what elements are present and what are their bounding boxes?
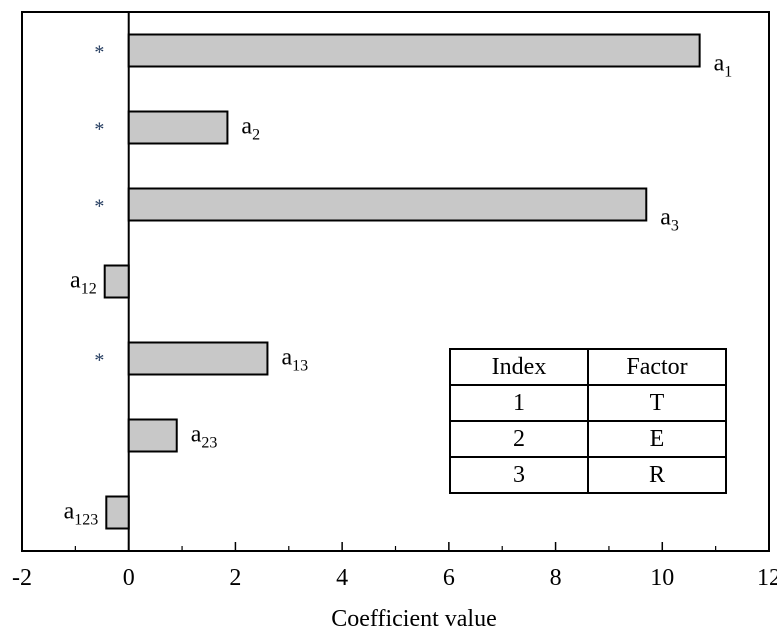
bar (127, 110, 229, 145)
bar-label: a23 (191, 422, 218, 452)
significance-star: * (94, 42, 104, 64)
x-tick-label: 12 (757, 565, 777, 591)
table-cell-index: 3 (449, 456, 589, 494)
table-cell-factor: T (587, 384, 727, 422)
x-tick-label: 2 (229, 565, 241, 591)
x-tick-label: 8 (550, 565, 562, 591)
table-cell-factor: R (587, 456, 727, 494)
table-cell-factor: E (587, 420, 727, 458)
bar-label: a123 (64, 499, 99, 529)
table-row: 2 E (449, 420, 727, 458)
bar-label: a3 (660, 205, 679, 235)
bar (127, 341, 269, 376)
x-tick-label: -2 (12, 565, 32, 591)
x-axis-title: Coefficient value (331, 606, 497, 632)
bar-label: a12 (70, 268, 97, 298)
x-tick-label: 6 (443, 565, 455, 591)
bar-label: a1 (714, 51, 733, 81)
bar (105, 495, 130, 530)
table-cell-index: 1 (449, 384, 589, 422)
x-tick-label: 10 (650, 565, 674, 591)
x-tick-label: 0 (123, 565, 135, 591)
table-header-factor: Factor (587, 348, 727, 386)
table-row: 3 R (449, 456, 727, 494)
significance-star: * (94, 119, 104, 141)
factor-index-table: Index Factor 1 T 2 E 3 R (449, 348, 727, 494)
bar (103, 264, 130, 299)
x-tick-label: 4 (336, 565, 348, 591)
bar-label: a13 (281, 345, 308, 375)
bar (127, 33, 701, 68)
significance-star: * (94, 196, 104, 218)
table-header-index: Index (449, 348, 589, 386)
bar-label: a2 (241, 114, 260, 144)
table-header-row: Index Factor (449, 348, 727, 386)
bar (127, 418, 178, 453)
table-row: 1 T (449, 384, 727, 422)
table-cell-index: 2 (449, 420, 589, 458)
significance-star: * (94, 350, 104, 372)
bar (127, 187, 648, 222)
